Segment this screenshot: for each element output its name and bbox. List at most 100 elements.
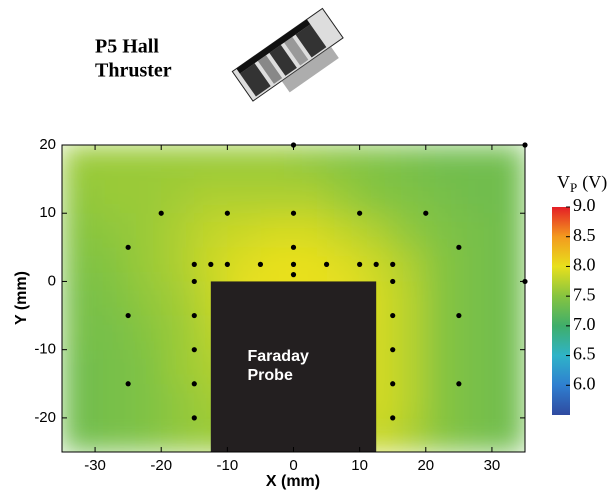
y-tick-label: 0 xyxy=(48,272,56,289)
field-cell xyxy=(293,179,328,214)
field-cell xyxy=(128,281,162,317)
field-cell xyxy=(458,281,493,317)
field-cell xyxy=(392,281,427,317)
field-cell xyxy=(491,281,525,317)
field-cell xyxy=(458,213,493,248)
field-cell xyxy=(227,213,261,248)
field-cell xyxy=(95,315,129,351)
measurement-point xyxy=(125,244,131,250)
field-cell xyxy=(392,349,427,385)
field-cell xyxy=(491,145,525,180)
measurement-point xyxy=(191,261,197,267)
field-cell xyxy=(161,145,195,180)
field-cell xyxy=(425,417,460,452)
field-cell xyxy=(161,247,195,282)
thruster-icon xyxy=(231,7,344,102)
field-cell xyxy=(491,315,525,351)
field-cell xyxy=(62,349,96,385)
field-cell xyxy=(161,315,195,351)
x-tick-label: -20 xyxy=(150,457,172,474)
y-tick-label: 10 xyxy=(39,204,56,221)
colorbar-tick-label: 8.5 xyxy=(573,225,596,245)
measurement-point xyxy=(191,381,197,387)
field-cell xyxy=(227,145,261,180)
colorbar-label: VP (V) xyxy=(557,172,607,195)
field-cell xyxy=(62,417,96,452)
field-cell xyxy=(425,281,460,317)
measurement-point xyxy=(456,381,462,387)
x-tick-label: -10 xyxy=(217,457,239,474)
field-cell xyxy=(62,383,96,419)
field-cell xyxy=(95,281,129,317)
y-tick-label: -10 xyxy=(34,341,56,358)
field-cell xyxy=(95,179,129,214)
field-cell xyxy=(425,145,460,180)
colorbar-tick-label: 7.0 xyxy=(573,314,596,334)
colorbar-label-main: V xyxy=(557,172,570,192)
field-cell xyxy=(491,383,525,419)
field-cell xyxy=(128,383,162,419)
field-cell xyxy=(458,179,493,214)
measurement-point xyxy=(390,381,396,387)
measurement-point xyxy=(290,244,297,250)
field-cell xyxy=(62,281,96,317)
field-cell xyxy=(194,145,228,180)
colorbar-label-unit: (V) xyxy=(582,172,607,193)
field-cell xyxy=(359,179,394,214)
x-tick-label: 30 xyxy=(484,457,501,474)
colorbar-label-sub: P xyxy=(570,180,577,195)
field-cell xyxy=(491,349,525,385)
measurement-point xyxy=(224,210,230,216)
field-cell xyxy=(458,383,493,419)
colorbar-tick-label: 6.5 xyxy=(573,344,596,364)
colorbar xyxy=(552,207,570,415)
measurement-point xyxy=(191,415,197,421)
measurement-point xyxy=(390,261,396,267)
colorbar-tick-label: 6.0 xyxy=(573,373,596,393)
colorbar-tick-label: 9.0 xyxy=(573,195,596,215)
field-cell xyxy=(392,145,427,180)
field-cell xyxy=(161,281,195,317)
field-cell xyxy=(260,247,294,282)
measurement-point xyxy=(390,312,396,319)
field-cell xyxy=(425,315,460,351)
field-cell xyxy=(128,145,162,180)
measurement-point xyxy=(390,415,396,421)
field-cell xyxy=(62,315,96,351)
measurement-point xyxy=(456,244,462,250)
field-cell xyxy=(491,247,525,282)
field-cell xyxy=(161,179,195,214)
field-cell xyxy=(425,383,460,419)
field-cell xyxy=(392,315,427,351)
field-cell xyxy=(326,179,361,214)
field-cell xyxy=(95,247,129,282)
field-cell xyxy=(161,383,195,419)
field-cell xyxy=(62,247,96,282)
y-tick-label: 20 xyxy=(39,136,56,153)
field-cell xyxy=(128,179,162,214)
field-cell xyxy=(425,179,460,214)
field-cell xyxy=(293,247,328,282)
measurement-point xyxy=(158,210,164,216)
field-cell xyxy=(62,145,96,180)
field-cell xyxy=(458,247,493,282)
field-cell xyxy=(392,247,427,282)
field-cell xyxy=(95,383,129,419)
field-cell xyxy=(62,213,96,248)
field-cell xyxy=(326,247,361,282)
field-cell xyxy=(293,213,328,248)
measurement-point xyxy=(373,261,379,267)
title-line: P5 Hall xyxy=(95,36,159,58)
field-cell xyxy=(458,417,493,452)
measurement-point xyxy=(125,381,131,387)
x-tick-label: -30 xyxy=(84,457,106,474)
x-axis-label: X (mm) xyxy=(266,473,320,490)
measurement-point xyxy=(290,210,297,216)
field-cell xyxy=(359,145,394,180)
field-cell xyxy=(95,213,129,248)
field-cell xyxy=(458,315,493,351)
field-cell xyxy=(95,417,129,452)
field-cell xyxy=(161,417,195,452)
measurement-point xyxy=(357,210,363,216)
field-cell xyxy=(260,213,294,248)
